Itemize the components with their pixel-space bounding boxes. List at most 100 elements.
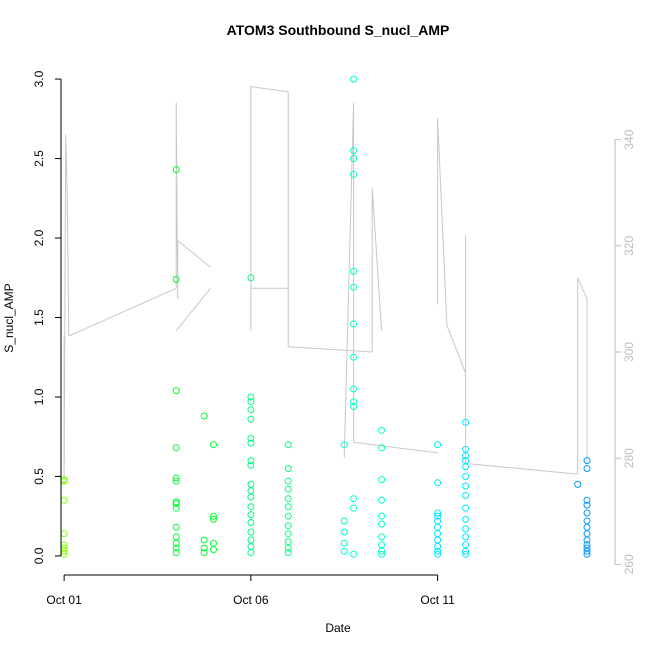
data-point [434, 547, 442, 555]
data-point [378, 476, 386, 484]
data-point [350, 353, 358, 361]
x-tick-label: Oct 01 [46, 593, 82, 607]
data-point [583, 523, 591, 531]
data-point [434, 512, 442, 520]
data-point [462, 452, 470, 460]
data-point [340, 547, 348, 555]
data-point [574, 480, 582, 488]
secondary-line-segment [177, 240, 211, 268]
secondary-line-segment [371, 187, 383, 352]
data-point [284, 465, 292, 472]
data-point [434, 530, 442, 538]
data-point [378, 533, 386, 541]
data-point [247, 439, 255, 447]
data-point [172, 387, 180, 395]
secondary-line-segment [63, 134, 70, 485]
data-point [247, 549, 255, 557]
data-point [583, 465, 591, 472]
data-point [284, 538, 292, 546]
data-point [172, 549, 180, 557]
data-point [378, 426, 386, 434]
y-left-tick-label: 2.5 [32, 150, 46, 167]
data-point [434, 479, 442, 487]
data-point [210, 441, 217, 449]
data-point [247, 434, 255, 442]
x-axis-title: Date [325, 621, 351, 635]
data-point [60, 496, 68, 504]
data-point [247, 519, 255, 526]
data-point [284, 477, 292, 485]
data-point [350, 398, 358, 406]
data-point [284, 441, 292, 449]
data-point [340, 441, 348, 449]
data-point [462, 504, 470, 512]
data-point [340, 528, 348, 536]
data-point [200, 544, 208, 552]
data-point [378, 444, 386, 452]
data-point [247, 393, 255, 401]
data-point [172, 500, 180, 507]
data-point [583, 496, 591, 504]
data-point [200, 549, 208, 557]
data-point [247, 542, 255, 550]
data-point [172, 544, 180, 552]
data-point [247, 493, 255, 501]
data-point [210, 546, 217, 554]
axes-layer: 0.0 0.5 1.0 1.5 2.0 2.5 3.0 260 280 300 320 340 Oct … [32, 70, 636, 607]
chart-title: ATOM3 Southbound S_nucl_AMP [227, 22, 450, 38]
y-left-tick-label: 0.0 [32, 547, 46, 564]
data-point [350, 320, 358, 328]
data-point [172, 539, 180, 547]
y-left-tick-label: 3.0 [32, 70, 46, 87]
data-point [284, 495, 292, 503]
data-point [172, 444, 180, 452]
data-point [378, 541, 386, 549]
data-point [462, 525, 470, 533]
data-point [462, 418, 470, 426]
data-point [583, 550, 591, 558]
data-point [200, 412, 208, 420]
x-tick-label: Oct 11 [420, 593, 455, 607]
data-point [284, 503, 292, 511]
data-point [247, 415, 255, 423]
data-point [583, 509, 591, 517]
secondary-line-segment [68, 287, 177, 337]
x-tick-label: Oct 06 [233, 593, 269, 607]
y-left-tick-label: 1.5 [32, 309, 46, 326]
data-point [247, 536, 255, 544]
data-point [284, 485, 292, 493]
data-point [583, 530, 591, 538]
secondary-line-segment [465, 463, 578, 475]
data-point [172, 166, 180, 174]
secondary-line-layer [63, 85, 588, 485]
data-point [247, 457, 255, 465]
data-point [210, 515, 217, 523]
data-point [378, 512, 386, 520]
data-point [200, 536, 208, 544]
data-point [350, 550, 358, 558]
scatter-points-layer [60, 75, 591, 558]
secondary-line-segment [353, 441, 438, 454]
y-right-tick-label: 300 [622, 342, 636, 362]
data-point [210, 512, 217, 520]
data-point [247, 398, 255, 406]
data-point [350, 170, 358, 178]
data-point [210, 539, 217, 547]
data-point [378, 550, 386, 558]
data-point [340, 517, 348, 525]
data-point [247, 461, 255, 469]
data-point [462, 541, 470, 549]
data-point [434, 550, 442, 558]
data-point [172, 523, 180, 531]
data-point [350, 504, 358, 512]
data-point [284, 530, 292, 538]
data-point [462, 515, 470, 523]
data-point [350, 155, 358, 162]
y-right-tick-label: 340 [622, 129, 636, 149]
y-right-tick-label: 320 [622, 235, 636, 255]
data-point [350, 267, 358, 275]
secondary-line-segment [175, 287, 211, 332]
data-point [583, 517, 591, 525]
data-point [172, 275, 180, 283]
